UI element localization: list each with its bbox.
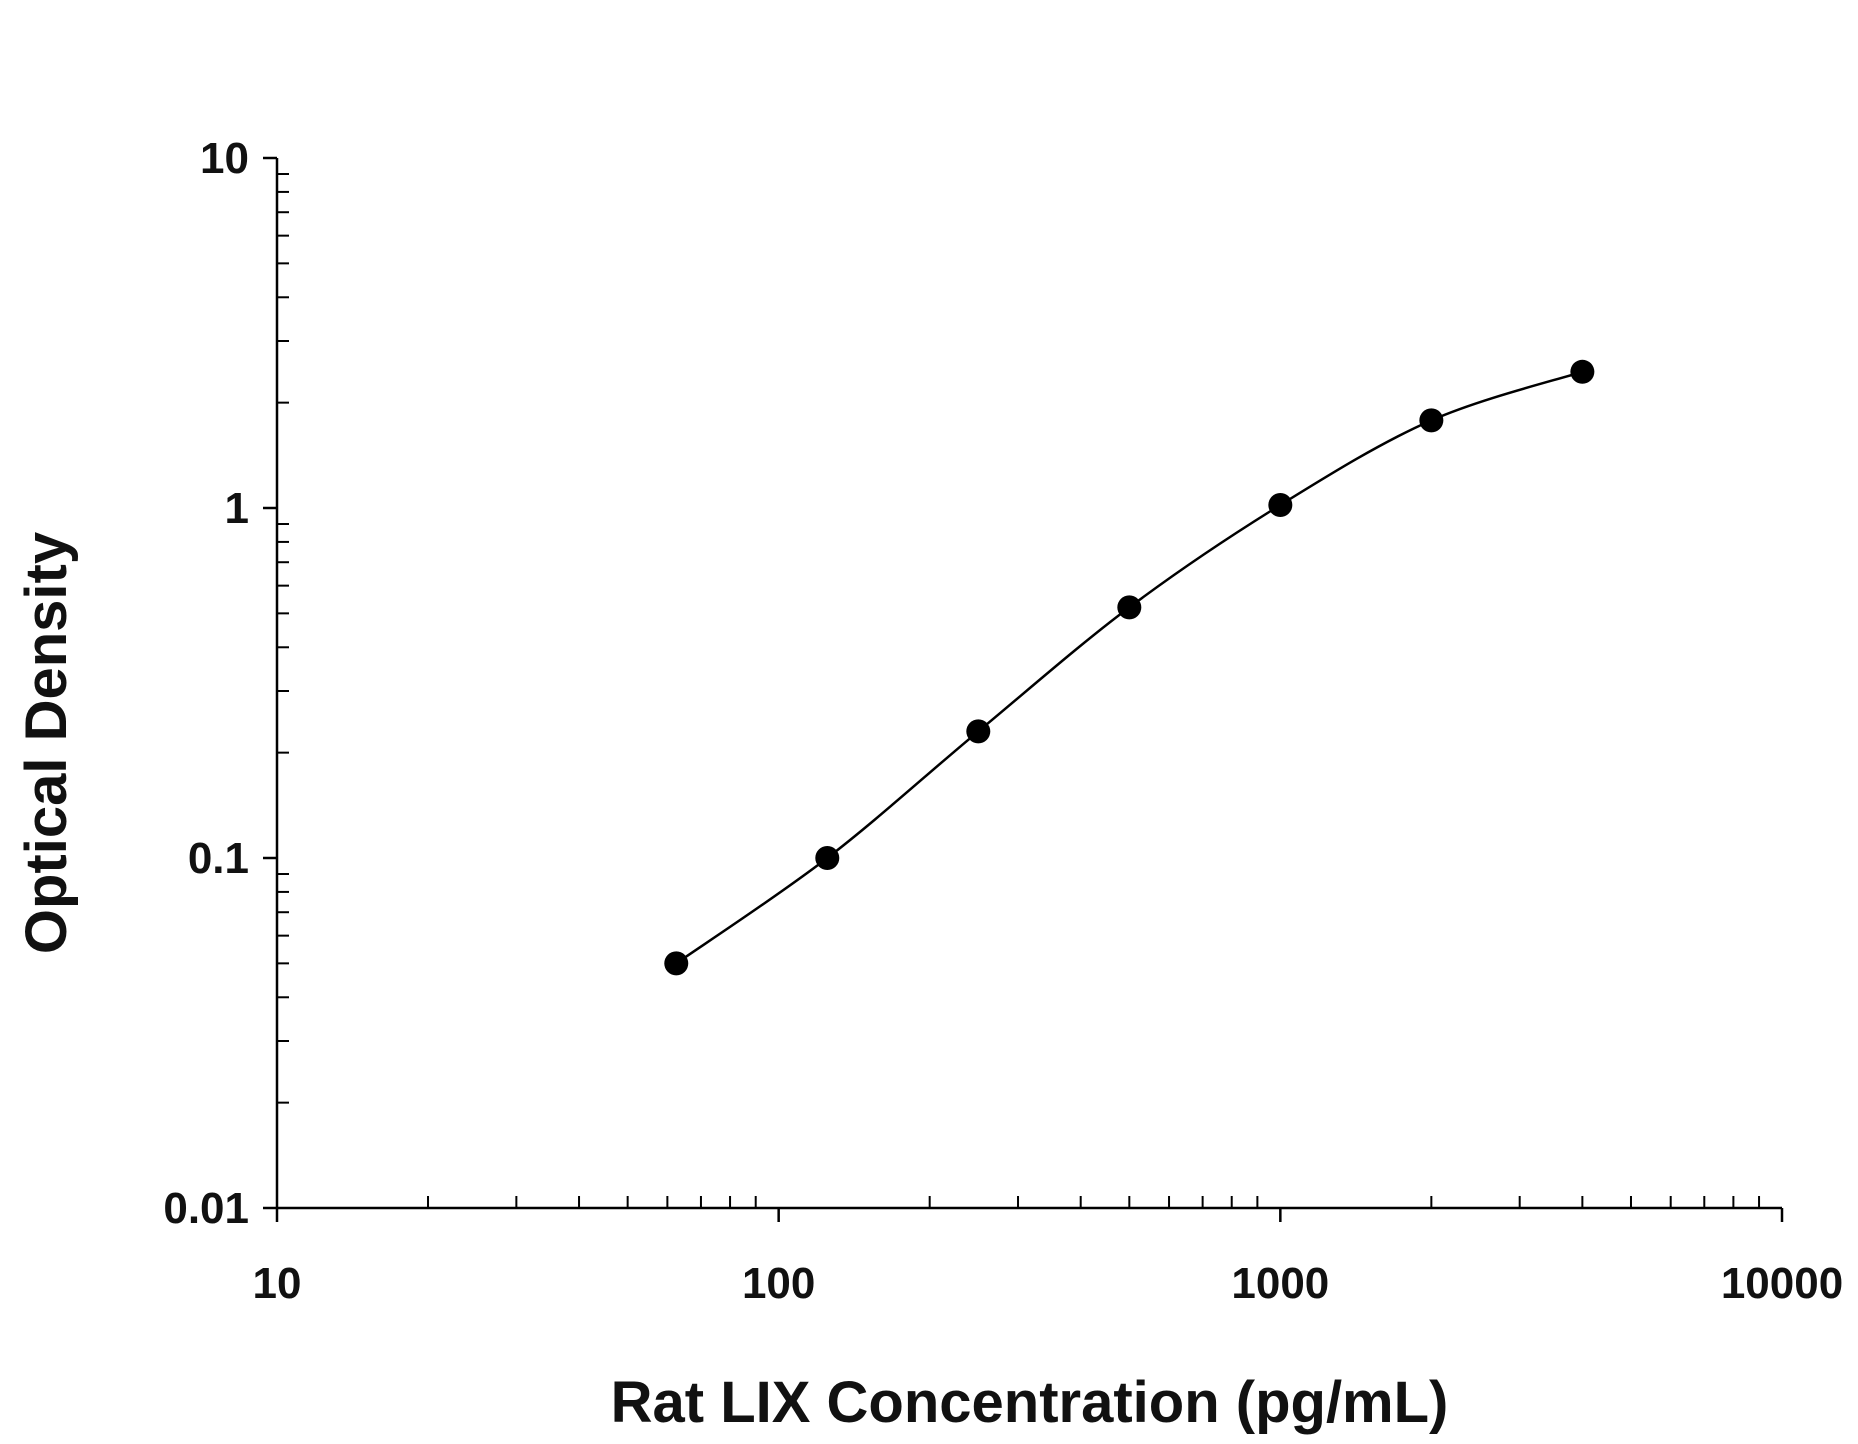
y-tick-label: 0.01 [163, 1184, 249, 1233]
y-axis-ticks: 0.01 0.1 1 10 [163, 134, 289, 1233]
x-tick-label: 100 [742, 1259, 815, 1308]
data-point [1117, 595, 1142, 620]
data-point [1268, 492, 1293, 517]
y-axis-title: Optical Density [14, 532, 79, 954]
x-tick-label: 10000 [1721, 1259, 1843, 1308]
x-tick-label: 10 [253, 1259, 302, 1308]
data-points [664, 359, 1595, 976]
data-point [815, 846, 840, 870]
y-tick-label: 1 [225, 484, 249, 533]
data-point [966, 719, 991, 744]
x-axis-title: Rat LIX Concentration (pg/mL) [611, 1370, 1449, 1435]
x-tick-label: 1000 [1231, 1259, 1329, 1308]
data-point [664, 951, 689, 976]
y-tick-label: 10 [200, 134, 249, 183]
x-axis-ticks: 10 100 1000 10000 [253, 1196, 1843, 1308]
axes [275, 158, 1782, 1210]
data-point [1570, 359, 1595, 384]
data-point [1419, 408, 1444, 433]
y-tick-label: 0.1 [188, 834, 249, 883]
fit-curve [675, 370, 1583, 965]
